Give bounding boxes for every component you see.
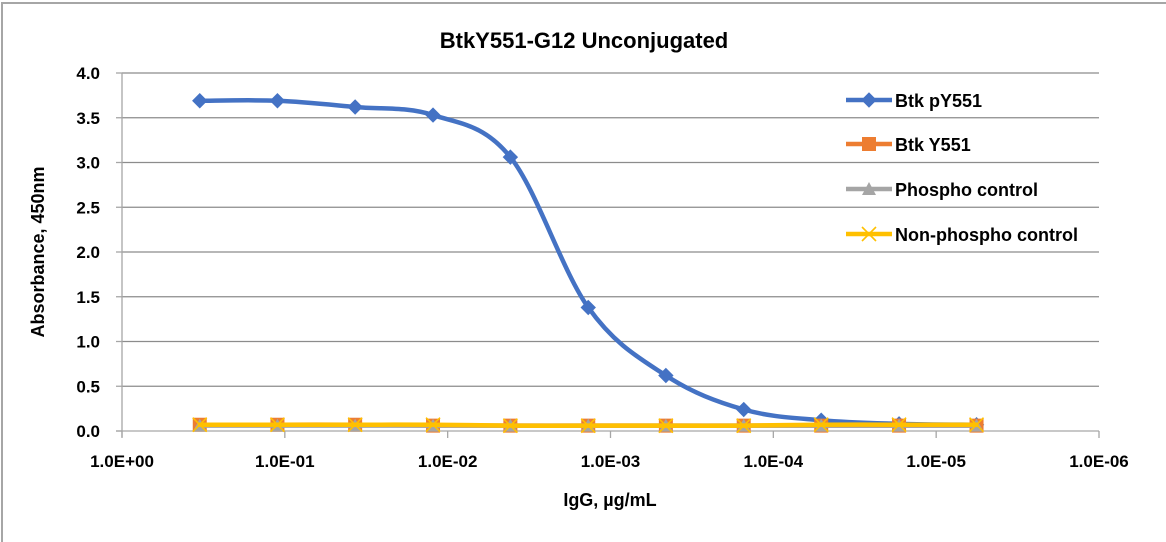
y-tick-label: 2.5 xyxy=(76,198,100,217)
diamond-marker xyxy=(580,299,596,316)
x-marker xyxy=(658,418,674,434)
legend-item: Btk pY551 xyxy=(846,91,982,111)
y-tick-label: 1.0 xyxy=(76,333,100,352)
y-tick-label: 3.0 xyxy=(76,154,100,173)
legend-item: Btk Y551 xyxy=(846,135,971,155)
y-axis-ticks: 0.0 0.5 1.0 1.5 2.0 2.5 3.0 3.5 4.0 xyxy=(76,64,100,441)
x-tick-label: 1.0E-05 xyxy=(906,452,966,471)
x-marker xyxy=(425,417,441,433)
x-marker xyxy=(347,417,363,433)
legend-item: Phospho control xyxy=(846,180,1038,200)
diamond-marker xyxy=(658,367,674,384)
y-tick-label: 0.0 xyxy=(76,422,100,441)
diamond-marker xyxy=(425,107,441,123)
gridlines xyxy=(116,72,1099,437)
x-marker xyxy=(192,417,208,433)
legend-item: Non-phospho control xyxy=(846,225,1078,245)
x-marker xyxy=(813,417,829,433)
y-tick-label: 3.5 xyxy=(76,109,100,128)
x-marker xyxy=(861,226,877,242)
series-line xyxy=(197,98,979,427)
legend-label: Btk pY551 xyxy=(895,91,982,111)
x-tick-label: 1.0E-02 xyxy=(418,452,478,471)
y-tick-label: 1.5 xyxy=(76,288,100,307)
chart-title: BtkY551-G12 Unconjugated xyxy=(440,28,729,53)
diamond-marker xyxy=(269,93,286,109)
legend-label: Non-phospho control xyxy=(895,225,1078,245)
legend: Btk pY551 Btk Y551 Phospho control Non-phos… xyxy=(846,91,1078,245)
diamond-marker xyxy=(192,93,208,109)
x-tick-label: 1.0E-03 xyxy=(581,452,641,471)
diamond-marker xyxy=(861,92,877,108)
x-tick-label: 1.0E+00 xyxy=(90,452,154,471)
x-axis: 1.0E+00 1.0E-01 1.0E-02 1.0E-03 1.0E-04 1.0E-… xyxy=(90,430,1129,471)
y-axis-title: Absorbance, 450nm xyxy=(28,166,48,337)
series-non-phospho-control xyxy=(192,417,985,434)
legend-label: Phospho control xyxy=(895,180,1038,200)
x-marker xyxy=(580,418,596,434)
legend-label: Btk Y551 xyxy=(895,135,971,155)
x-tick-label: 1.0E-06 xyxy=(1069,452,1129,471)
triangle-marker xyxy=(862,182,876,195)
diamond-marker xyxy=(736,401,752,418)
y-tick-label: 0.5 xyxy=(76,377,100,396)
y-tick-label: 2.0 xyxy=(76,243,100,262)
x-marker xyxy=(502,418,518,434)
x-tick-label: 1.0E-04 xyxy=(744,452,804,471)
plot-area xyxy=(192,93,985,434)
x-marker xyxy=(736,418,752,434)
y-tick-label: 4.0 xyxy=(76,64,100,83)
x-marker xyxy=(269,417,286,433)
diamond-marker xyxy=(347,99,363,115)
x-tick-label: 1.0E-01 xyxy=(255,452,315,471)
x-marker xyxy=(891,417,907,433)
x-marker xyxy=(968,417,985,433)
x-axis-title: IgG, µg/mL xyxy=(563,490,656,510)
diamond-marker xyxy=(502,149,519,165)
square-marker xyxy=(862,137,876,151)
